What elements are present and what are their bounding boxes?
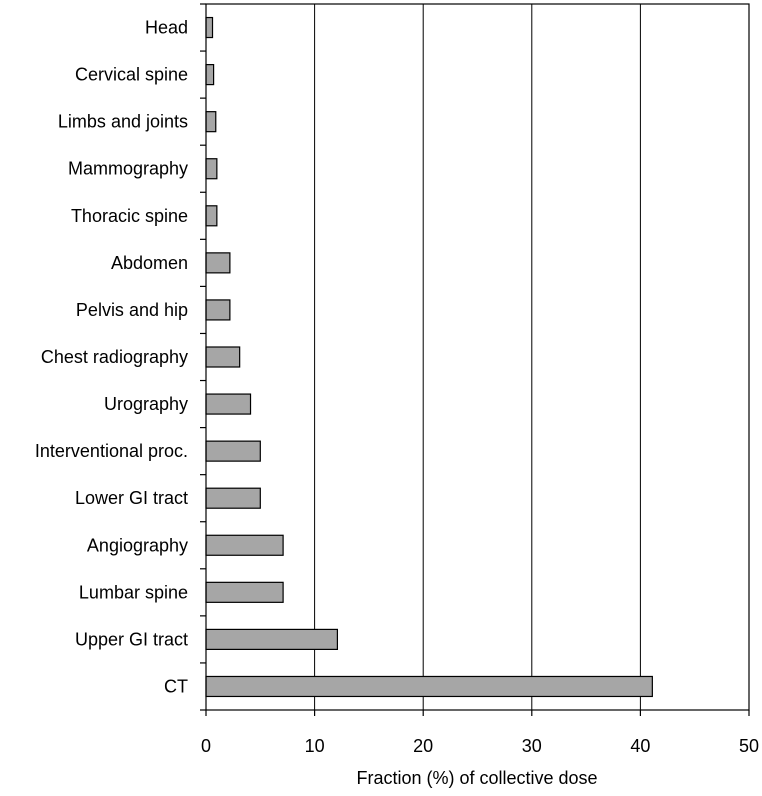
category-label: Angiography — [87, 535, 188, 555]
bars — [205, 16, 653, 698]
bar-interventional-proc — [205, 440, 261, 462]
category-label: Mammography — [68, 159, 188, 179]
bar-angiography — [205, 534, 284, 556]
bar-limbs-and-joints — [205, 111, 217, 133]
x-tick-label: 40 — [630, 736, 650, 756]
category-labels: Head Cervical spine Limbs and joints Mammog… — [35, 18, 188, 697]
bar-abdomen — [205, 252, 231, 274]
bar-urography — [205, 393, 252, 415]
category-label: Abdomen — [111, 253, 188, 273]
bar-mammography — [205, 158, 218, 180]
category-label: Interventional proc. — [35, 441, 188, 461]
bar-cervical-spine — [205, 63, 215, 86]
x-tick-label: 20 — [413, 736, 433, 756]
bar-ct — [205, 675, 653, 698]
category-label: Cervical spine — [75, 65, 188, 85]
axes — [200, 3, 750, 716]
category-label: Head — [145, 18, 188, 38]
vertical-gridlines — [314, 4, 641, 710]
bar-lumbar-spine — [205, 581, 284, 603]
x-tick-label: 0 — [201, 736, 211, 756]
x-tick-label: 10 — [305, 736, 325, 756]
bar-upper-gi-tract — [205, 628, 339, 651]
bar-thoracic-spine — [205, 205, 218, 227]
bar-lower-gi-tract — [205, 487, 261, 509]
x-tick-label: 30 — [522, 736, 542, 756]
category-label: Lumbar spine — [79, 582, 188, 602]
category-label: Chest radiography — [41, 347, 188, 367]
x-tick-labels: 0 10 20 30 40 50 — [201, 736, 759, 756]
category-label: Pelvis and hip — [76, 300, 188, 320]
category-label: CT — [164, 676, 188, 696]
category-label: Lower GI tract — [75, 488, 188, 508]
bar-head — [205, 16, 214, 39]
plot-frame — [205, 3, 750, 711]
x-tick-label: 50 — [739, 736, 759, 756]
category-label: Limbs and joints — [58, 112, 188, 132]
bar-chest-radiography — [205, 346, 241, 368]
category-label: Urography — [104, 394, 188, 414]
category-label: Thoracic spine — [71, 206, 188, 226]
bar-pelvis-and-hip — [205, 299, 231, 321]
category-label: Upper GI tract — [75, 629, 188, 649]
x-axis-title: Fraction (%) of collective dose — [356, 768, 597, 788]
